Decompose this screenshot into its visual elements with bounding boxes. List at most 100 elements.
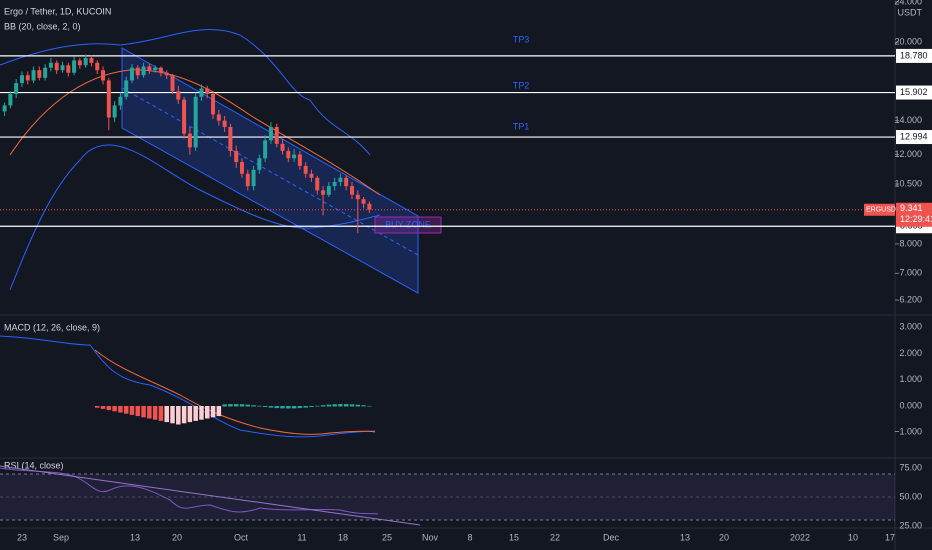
x-tick-label: 13	[680, 532, 690, 542]
histogram-bar	[106, 406, 112, 411]
x-tick-label: 22	[550, 532, 560, 542]
candle-body	[228, 127, 233, 151]
y-tick-label: 14.000	[894, 115, 922, 125]
histogram-bar	[309, 406, 314, 407]
histogram-bar	[158, 406, 164, 421]
candle-body	[48, 62, 53, 68]
x-tick-label: Oct	[234, 532, 249, 542]
price-tag	[896, 202, 932, 227]
macd-tick-label: 3.000	[899, 321, 922, 331]
histogram-bar	[320, 405, 326, 407]
candle-body	[234, 150, 239, 163]
signal-line	[94, 349, 376, 435]
histogram-bar	[199, 406, 204, 420]
bb-lower	[9, 144, 381, 291]
candle-body	[315, 177, 320, 191]
candle-body	[187, 133, 192, 148]
histogram-bar	[152, 406, 158, 420]
histogram-bar	[187, 406, 193, 423]
histogram-bar	[349, 404, 355, 407]
histogram-bar	[210, 406, 216, 418]
candle-body	[77, 60, 82, 66]
candle-body	[54, 62, 59, 71]
candle-body	[361, 199, 366, 204]
candle-body	[153, 67, 158, 71]
candle-body	[205, 88, 210, 94]
macd-tick-label: 1.000	[899, 374, 922, 384]
macd-tick-label: 0.000	[899, 400, 922, 410]
candle-body	[176, 91, 181, 100]
candle-body	[72, 60, 77, 73]
x-tick-label: 20	[719, 532, 729, 542]
y-tick-label: 7.000	[899, 268, 922, 278]
histogram-bar	[123, 406, 129, 414]
countdown: 12:29:41	[900, 214, 932, 224]
candle-body	[60, 65, 65, 71]
x-tick-label: 13	[130, 532, 140, 542]
x-tick-label: Sep	[53, 532, 69, 542]
candle-body	[332, 181, 337, 187]
histogram-bar	[361, 405, 366, 407]
indicator-title: BB (20, close, 2, 0)	[4, 21, 81, 31]
x-tick-label: 11	[297, 532, 306, 542]
candle-body	[326, 186, 331, 195]
histogram-bar	[112, 406, 117, 412]
level-tag	[896, 85, 932, 100]
candle-body	[101, 70, 106, 81]
x-tick-label: 10	[848, 532, 858, 542]
histogram-bar	[118, 406, 123, 413]
histogram-bar	[367, 405, 372, 407]
histogram-bar	[95, 406, 100, 408]
candle-body	[338, 177, 343, 182]
level-label: 12.994	[900, 131, 928, 141]
x-tick-label: Nov	[422, 532, 439, 542]
macd-title: MACD (12, 26, close, 9)	[4, 322, 100, 332]
x-tick-label: Dec	[603, 532, 620, 542]
histogram-bar	[141, 406, 146, 418]
candle-body	[216, 114, 221, 121]
x-tick-label: 2022	[790, 532, 810, 542]
candle-body	[297, 154, 302, 166]
rsi-line	[0, 467, 379, 515]
histogram-bar	[251, 405, 256, 407]
histogram-bar	[257, 405, 262, 407]
histogram-bar	[176, 406, 181, 425]
candle-body	[19, 75, 24, 84]
channel-mid	[121, 87, 419, 256]
histogram-bar	[315, 405, 320, 407]
y-tick-label: 6.200	[899, 294, 922, 304]
histogram-bar	[164, 406, 169, 423]
x-tick-label: 17	[885, 532, 895, 542]
macd-tick-label: −1.000	[894, 427, 922, 437]
candle-body	[268, 127, 273, 141]
level-label: 15.902	[900, 87, 928, 97]
candle-body	[182, 99, 187, 134]
candle-body	[141, 66, 146, 76]
candle-body	[95, 62, 100, 71]
histogram-bar	[239, 404, 245, 407]
histogram-bar	[245, 404, 251, 407]
candle-body	[37, 70, 42, 78]
target-label: TP3	[513, 34, 530, 44]
x-tick-label: 25	[382, 532, 392, 542]
target-label: TP1	[513, 121, 530, 131]
candle-body	[222, 120, 227, 128]
histogram-bar	[205, 406, 210, 419]
macd-histogram	[95, 404, 372, 425]
level-tag	[896, 48, 932, 63]
candle-body	[83, 58, 88, 66]
candle-body	[193, 96, 198, 148]
candle-body	[124, 80, 129, 97]
candle-body	[274, 127, 279, 144]
macd-line	[0, 335, 376, 438]
histogram-bar	[222, 404, 227, 407]
candle-body	[31, 70, 36, 81]
x-tick-label: 8	[467, 532, 472, 542]
candle-body	[344, 177, 349, 187]
histogram-bar	[291, 406, 297, 409]
candle-body	[8, 93, 13, 106]
y-tick-label: 8.000	[899, 238, 922, 248]
candle-body	[112, 105, 117, 118]
candle-body	[118, 96, 123, 106]
x-tick-label: 23	[17, 532, 27, 542]
